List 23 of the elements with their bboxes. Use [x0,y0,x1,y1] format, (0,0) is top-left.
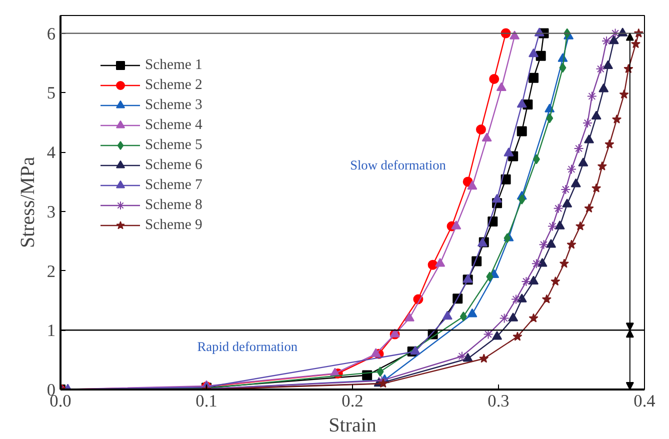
legend-label: Scheme 4 [145,116,202,134]
legend-label: Scheme 9 [145,216,202,234]
legend-label: Scheme 2 [145,76,202,94]
annotation: Rapid deformation [197,338,298,354]
x-tick-label: 0.4 [634,392,656,410]
y-tick-label: 3 [46,202,56,222]
annotation: Slow deformation [350,158,446,173]
y-tick-label: 4 [46,143,56,162]
y-tick-label: 5 [46,84,56,103]
y-axis-title: Stress/MPa [16,156,39,248]
y-tick-label: 2 [46,262,56,281]
legend-label: Scheme 7 [145,176,202,194]
legend-label: Scheme 8 [145,196,202,214]
legend-label: Scheme 6 [145,156,202,174]
x-axis-title: Strain [328,414,376,436]
x-tick-label: 0.2 [342,392,364,410]
x-tick-label: 0.1 [196,392,218,410]
y-tick-label: 1 [46,321,56,340]
x-tick-label: 0.3 [488,392,510,410]
legend-label: Scheme 1 [145,56,202,74]
legend-label: Scheme 5 [145,136,202,154]
legend-label: Scheme 3 [145,96,202,114]
y-tick-label: 6 [46,24,56,44]
